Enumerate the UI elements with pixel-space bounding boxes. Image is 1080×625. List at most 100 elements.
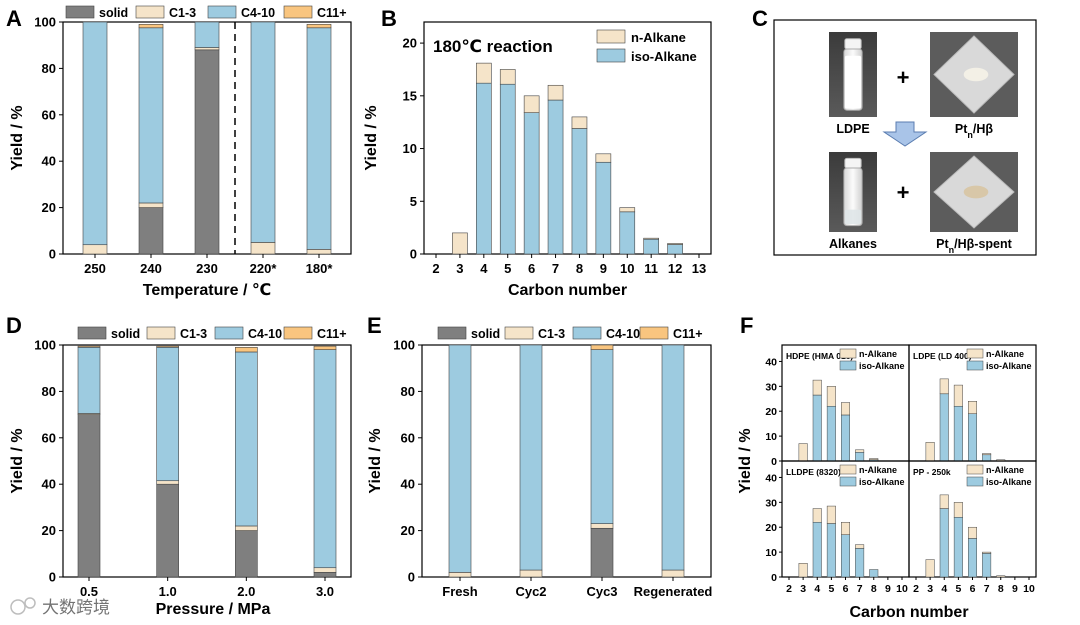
panel-f-sub1-legend-swatch-iso-alkane bbox=[839, 360, 857, 371]
panel-a-ytick-label: 40 bbox=[42, 154, 56, 169]
panel-e-bar-c1-3-Cyc2 bbox=[519, 569, 543, 578]
panel-e-bar-c11--Cyc3 bbox=[590, 344, 614, 350]
panel-f-sub2-bar-iso-c4 bbox=[939, 393, 949, 462]
panel-f-sub2-legend-swatch-iso-alkane bbox=[966, 360, 984, 371]
panel-a-bar-c1-3-230 bbox=[194, 47, 220, 51]
panel-b-ytick-label: 15 bbox=[403, 88, 417, 103]
panel-a-bar-c4-10-220 bbox=[250, 21, 276, 243]
panel-a-ytick-label: 80 bbox=[42, 61, 56, 76]
panel-a-bar-c11--180 bbox=[306, 24, 332, 29]
panel-b-bar-n-c10 bbox=[619, 207, 636, 213]
panel-f-sub4-bar-iso-c5 bbox=[953, 517, 963, 578]
panel-f-sub3-ytick-label: 20 bbox=[765, 522, 777, 534]
panel-d-ytick-label: 40 bbox=[42, 477, 56, 492]
panel-f-sub3-bar-n-c7 bbox=[855, 544, 865, 549]
panel-f-sub3-xtick-label: 10 bbox=[896, 583, 908, 595]
alkanes-vial-photo-cap bbox=[844, 157, 862, 169]
panel-e-legend-swatch-solid bbox=[437, 326, 467, 340]
panel-d-bar-solid-0.5 bbox=[77, 414, 101, 578]
panel-e-bar-c4-10-Regenerated bbox=[661, 344, 685, 571]
panel-d-xlabel: Pressure / MPa bbox=[156, 601, 271, 618]
panel-b-bar-iso-c8 bbox=[571, 128, 588, 255]
panel-b-bar-n-c12 bbox=[667, 243, 683, 245]
panel-b-legend-label: iso-Alkane bbox=[631, 49, 697, 64]
panel-letter-f: F bbox=[740, 313, 753, 338]
panel-b-plot-frame bbox=[423, 21, 712, 255]
watermark-logo-icon bbox=[10, 599, 26, 615]
panel-f-sub1-ytick-label: 10 bbox=[765, 431, 777, 443]
panel-f-sub3-legend-label: n-Alkane bbox=[859, 465, 897, 475]
panel-d-bar-c4-10-0.5 bbox=[77, 347, 101, 414]
panel-f-sub3-xtick-label: 6 bbox=[843, 583, 849, 595]
panel-f-sub4-bar-n-c5 bbox=[953, 502, 963, 518]
panel-letter-e: E bbox=[367, 313, 382, 338]
panel-e-legend-label: C4-10 bbox=[606, 327, 640, 341]
panel-d-bar-solid-1.0 bbox=[156, 483, 179, 578]
panel-d-bar-c1-3-2.0 bbox=[235, 525, 258, 531]
label-ldpe: LDPE bbox=[836, 122, 869, 136]
panel-f-sub4-legend-label: n-Alkane bbox=[986, 465, 1024, 475]
panel-f-sub3-bar-n-c4 bbox=[812, 508, 822, 523]
panel-e-legend-swatch-c1-3 bbox=[504, 326, 534, 340]
panel-b-bar-n-c5 bbox=[499, 69, 516, 85]
panel-letter-d: D bbox=[6, 313, 22, 338]
panel-a-bar-solid-240 bbox=[138, 207, 164, 255]
panel-d-ytick-label: 20 bbox=[42, 523, 56, 538]
panel-f-sub4-bar-n-c6 bbox=[968, 526, 977, 539]
panel-f-sub1-bar-iso-c6 bbox=[841, 414, 850, 462]
panel-b-bar-iso-c10 bbox=[619, 211, 636, 255]
panel-f-sub2-label: LDPE (LD 400) bbox=[913, 351, 972, 361]
panel-f-sub4-bar-n-c7 bbox=[982, 551, 992, 554]
panel-a-bar-c1-3-180 bbox=[306, 249, 332, 255]
spent-catalyst-photo bbox=[930, 152, 1018, 232]
panel-d-ytick-label: 80 bbox=[42, 384, 56, 399]
panel-b-bar-n-c4 bbox=[476, 62, 492, 84]
panel-a-legend-label: solid bbox=[99, 6, 128, 20]
panel-e-xtick-label: Fresh bbox=[442, 584, 477, 599]
panel-b-bar-iso-c4 bbox=[476, 82, 492, 255]
panel-a-ytick-label: 60 bbox=[42, 107, 56, 122]
panel-b-bar-n-c8 bbox=[571, 116, 588, 129]
panel-e-legend-swatch-c4-10 bbox=[572, 326, 602, 340]
panel-e-bar-c1-3-Regenerated bbox=[661, 569, 685, 578]
panel-a-bar-c4-10-240 bbox=[138, 27, 164, 204]
panel-b-xtick-label: 11 bbox=[644, 261, 658, 276]
panel-e-bar-solid-Cyc3 bbox=[590, 527, 614, 578]
panel-a-xtick-label: 220* bbox=[250, 261, 278, 276]
panel-f-sub1-bar-n-c6 bbox=[841, 402, 850, 416]
panel-e-bar-c1-3-Cyc3 bbox=[590, 523, 614, 529]
panel-f-sub3-ytick-label: 30 bbox=[765, 497, 777, 509]
panel-a-legend-swatch-c4-10 bbox=[207, 5, 237, 19]
panel-f-sub4-xtick-label: 8 bbox=[998, 583, 1004, 595]
panel-a-legend-swatch-c11- bbox=[283, 5, 313, 19]
panel-f-sub3-legend-label: iso-Alkane bbox=[859, 477, 905, 487]
panel-f-sub4-legend-swatch-iso-alkane bbox=[966, 476, 984, 487]
panel-b-ytick-label: 10 bbox=[403, 141, 417, 156]
panel-f-sub4-bar-iso-c7 bbox=[982, 553, 992, 578]
panel-f-sub1-bar-n-c7 bbox=[855, 449, 865, 453]
panel-f-sub3-xtick-label: 3 bbox=[800, 583, 806, 595]
panel-d-ytick-label: 0 bbox=[49, 570, 56, 585]
panel-f-sub1-legend-label: iso-Alkane bbox=[859, 361, 905, 371]
panel-a-bar-c11--240 bbox=[138, 24, 164, 29]
panel-f-sub3-legend-swatch-iso-alkane bbox=[839, 476, 857, 487]
panel-d-plot-frame bbox=[62, 344, 352, 578]
label-alkanes: Alkanes bbox=[829, 237, 877, 251]
panel-f-sub3-ytick-label: 40 bbox=[765, 472, 777, 484]
panel-e-ytick-label: 0 bbox=[408, 570, 415, 585]
panel-f-sub3-ytick-label: 10 bbox=[765, 547, 777, 559]
spent-catalyst-photo-powder bbox=[963, 185, 989, 199]
panel-e-bar-c4-10-Cyc3 bbox=[590, 349, 614, 524]
panel-b-bar-iso-c7 bbox=[547, 99, 564, 255]
panel-a-xtick-label: 180* bbox=[306, 261, 334, 276]
panel-f-sub3-xtick-label: 7 bbox=[857, 583, 863, 595]
panel-f-sub4-bar-iso-c6 bbox=[968, 538, 977, 578]
panel-f-sub3-label: LLDPE (8320) bbox=[786, 467, 841, 477]
panel-f-sub1-ytick-label: 20 bbox=[765, 406, 777, 418]
panel-f-sub2-bar-n-c4 bbox=[939, 378, 949, 395]
panel-f-sub3-ytick-label: 0 bbox=[771, 572, 777, 584]
panel-d-legend-label: C1-3 bbox=[180, 327, 207, 341]
panel-b-bar-n-c6 bbox=[523, 95, 540, 113]
panel-f-sub1-bar-n-c8 bbox=[869, 458, 879, 461]
panel-a-chart: A 0 20 40 60 80 100 250 240 230 220* 180* solid C1-3 C… bbox=[6, 5, 352, 299]
